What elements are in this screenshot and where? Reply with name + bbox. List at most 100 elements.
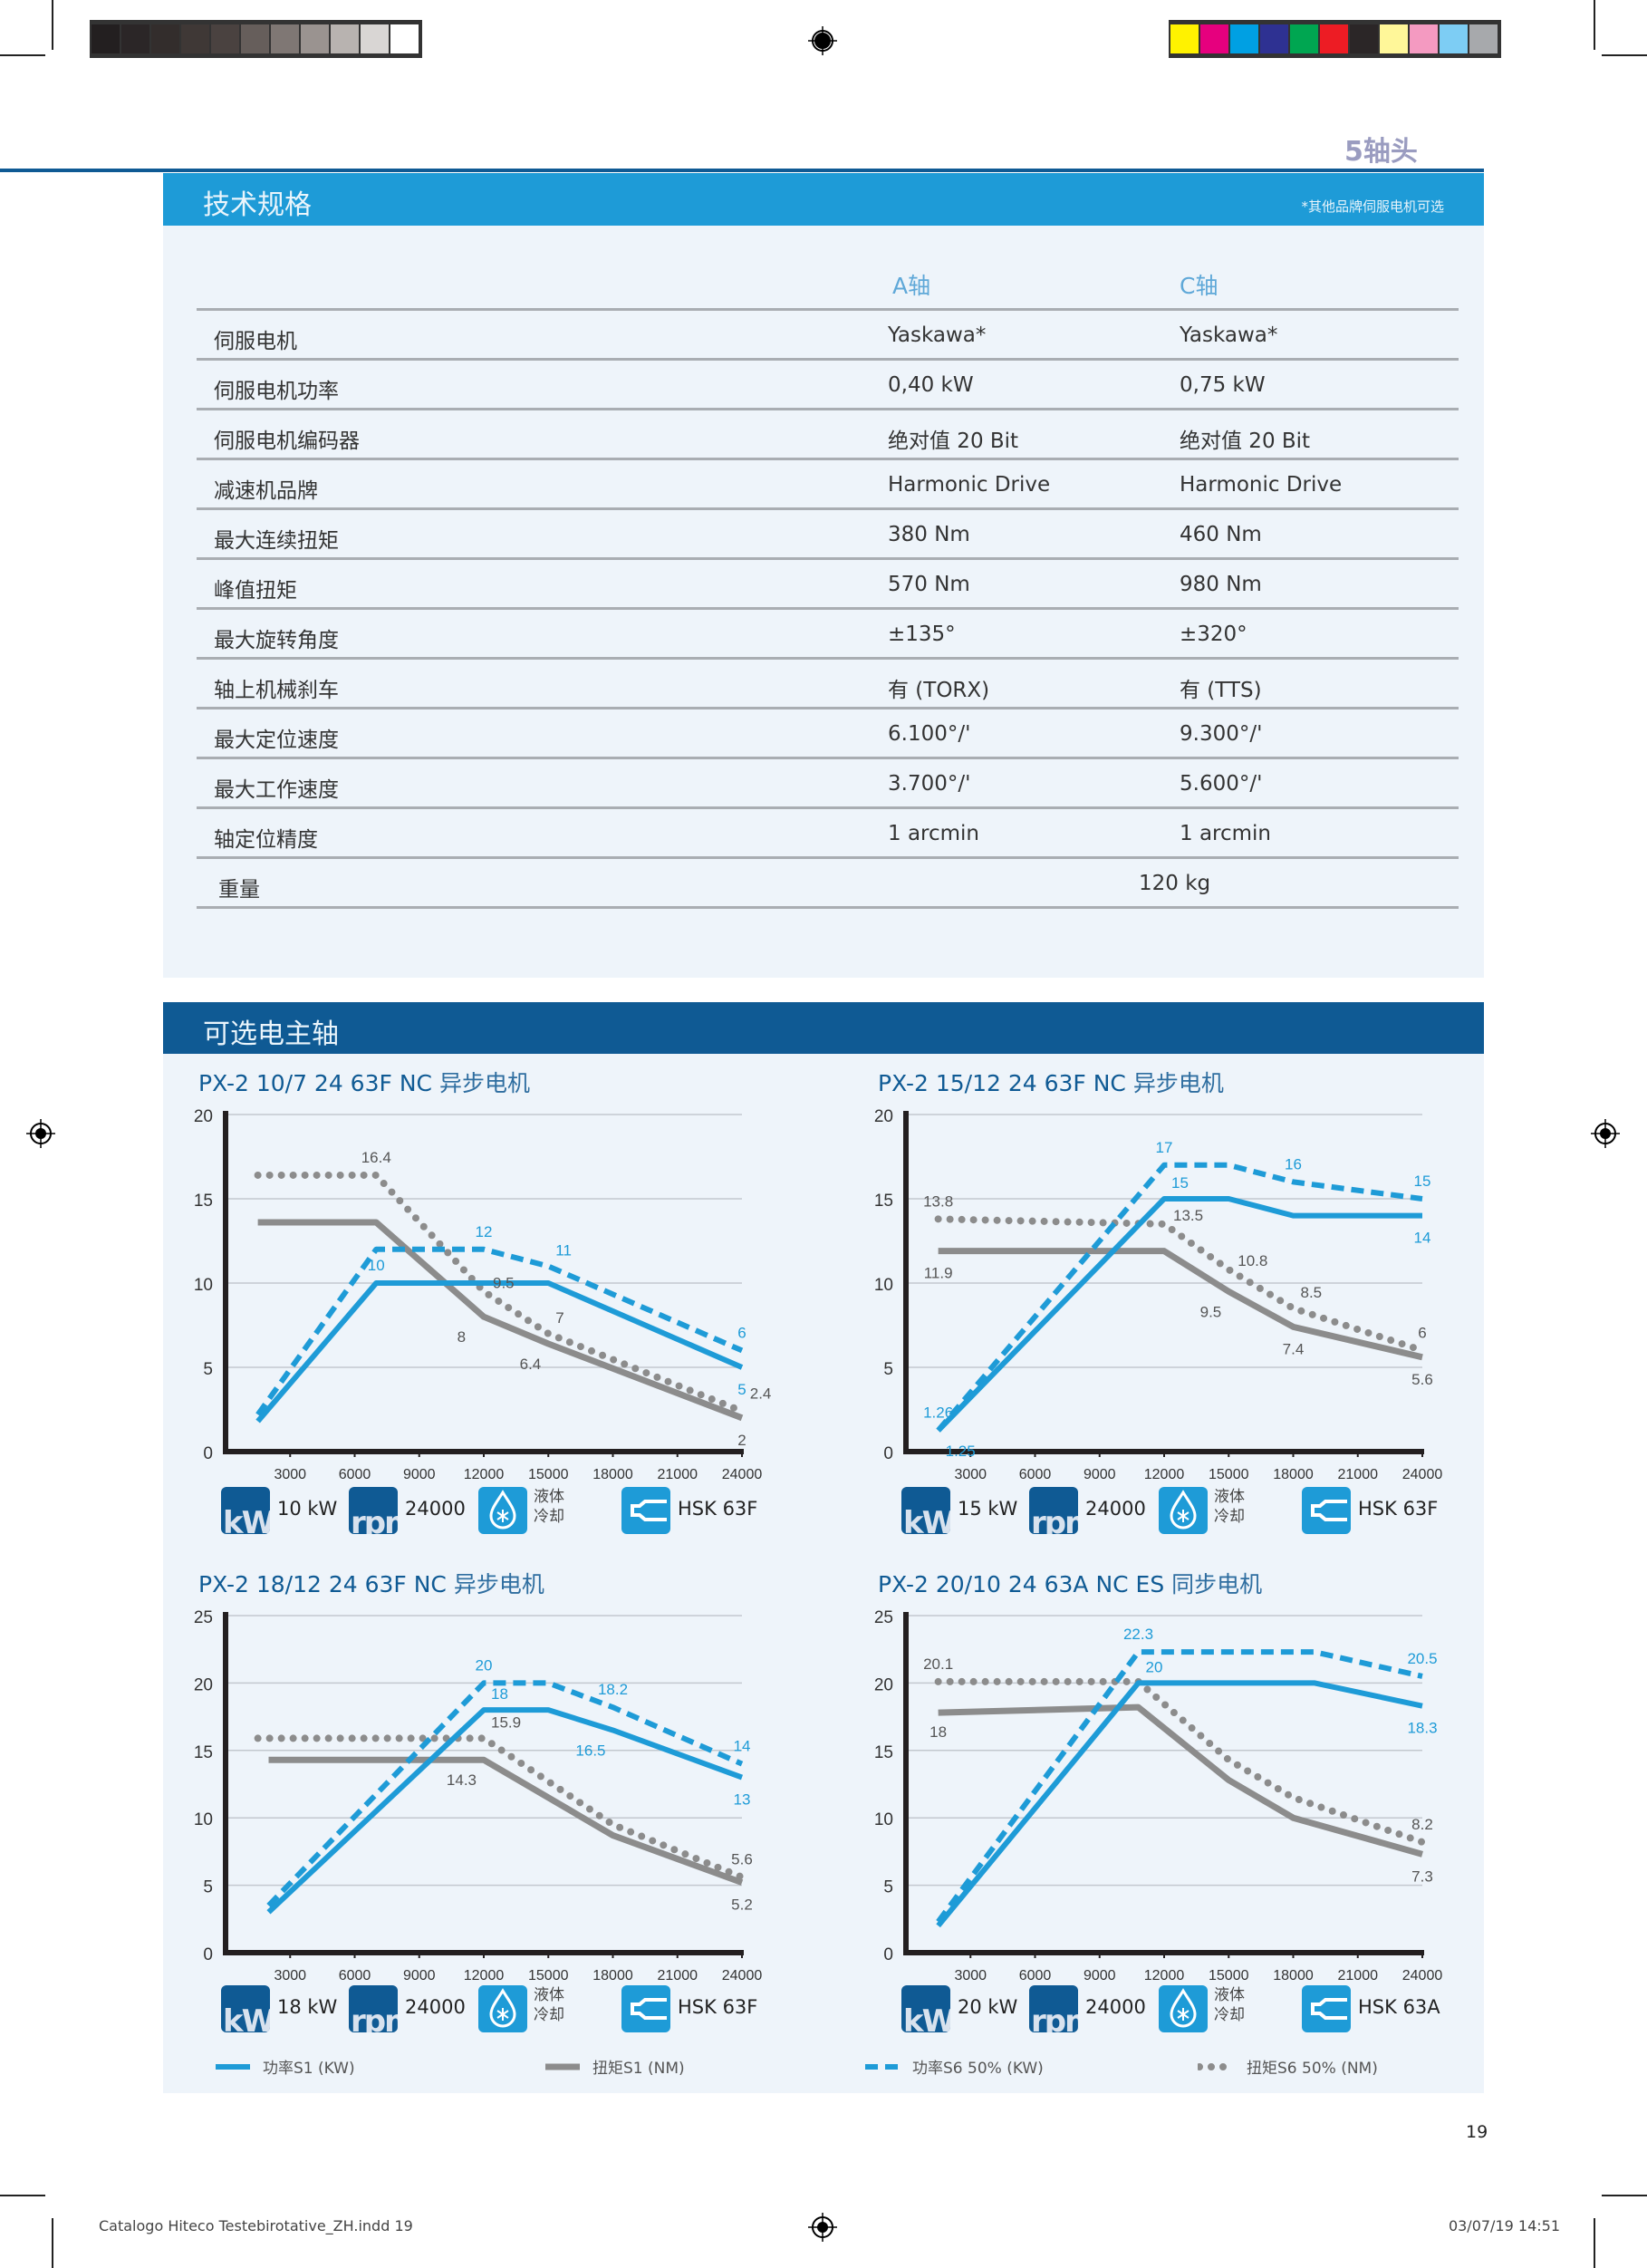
data-label: 17 bbox=[1156, 1139, 1173, 1156]
spec-value-a: Harmonic Drive bbox=[888, 473, 1051, 497]
rpm-glyph: rpm bbox=[1031, 2003, 1078, 2032]
legend-label: 扭矩S6 50% (NM) bbox=[1247, 2060, 1378, 2078]
y-tick-label: 0 bbox=[203, 1444, 213, 1463]
x-tick-label: 9000 bbox=[1084, 1968, 1116, 1983]
rpm-icon: rpm bbox=[349, 1985, 398, 2032]
data-label: 11.9 bbox=[924, 1265, 953, 1282]
data-label: 15 bbox=[1171, 1174, 1189, 1192]
rpm-value: 24000 bbox=[1085, 1996, 1146, 2018]
spec-value-weight: 120 kg bbox=[1139, 872, 1211, 895]
color-swatch bbox=[1290, 24, 1320, 53]
spec-value-a: ±135° bbox=[888, 622, 956, 646]
data-label: 13 bbox=[734, 1791, 751, 1809]
column-header-a: A轴 bbox=[892, 273, 931, 299]
spec-value-c: 9.300°/' bbox=[1180, 722, 1263, 746]
spindles-title: 可选电主轴 bbox=[203, 1018, 339, 1050]
spec-value-a: 1 arcmin bbox=[888, 822, 980, 845]
y-tick-label: 0 bbox=[883, 1444, 893, 1463]
color-swatch bbox=[331, 24, 361, 53]
data-label: 2.4 bbox=[750, 1385, 772, 1402]
y-tick-label: 25 bbox=[874, 1608, 893, 1627]
chart-svg: 0 5 10 15 20 3000 6000 9000 12000 15000 18000 21000… bbox=[874, 1107, 1442, 1482]
legend-swatch bbox=[545, 2063, 580, 2070]
spec-value-c: 绝对值 20 Bit bbox=[1180, 429, 1311, 453]
color-swatch bbox=[1230, 24, 1260, 53]
x-tick-label: 15000 bbox=[1209, 1968, 1249, 1983]
spec-label: 重量 bbox=[218, 878, 260, 902]
data-label: 12 bbox=[476, 1223, 493, 1240]
spec-label: 轴上机械刹车 bbox=[214, 679, 339, 702]
x-tick-label: 18000 bbox=[1273, 1467, 1314, 1482]
color-swatch bbox=[181, 24, 211, 53]
x-tick-label: 3000 bbox=[274, 1467, 306, 1482]
data-label: 14 bbox=[734, 1738, 751, 1755]
crop-mark bbox=[1594, 2218, 1595, 2268]
data-label: 11 bbox=[555, 1241, 572, 1259]
data-label: 5.2 bbox=[731, 1896, 753, 1914]
data-label: 15 bbox=[1414, 1173, 1431, 1190]
color-swatch bbox=[1200, 24, 1230, 53]
chart-title: PX-2 20/10 24 63A NC ES 同步电机 bbox=[878, 1567, 1262, 1599]
x-tick-label: 3000 bbox=[954, 1467, 987, 1482]
y-tick-label: 15 bbox=[194, 1743, 213, 1762]
registration-mark-icon bbox=[808, 2213, 837, 2242]
data-label: 5 bbox=[737, 1381, 746, 1398]
tool-value: HSK 63F bbox=[678, 1498, 758, 1520]
legend-swatch bbox=[1198, 2062, 1236, 2070]
color-swatch bbox=[121, 24, 151, 53]
kw-glyph: kW bbox=[223, 2003, 270, 2032]
y-tick-label: 20 bbox=[874, 1107, 893, 1126]
power-value: 15 kW bbox=[958, 1498, 1018, 1520]
power-value: 20 kW bbox=[958, 1996, 1018, 2018]
x-tick-label: 15000 bbox=[1209, 1467, 1249, 1482]
series-line-torque_s6 bbox=[934, 1215, 1426, 1355]
crop-mark bbox=[1594, 0, 1595, 50]
chart-title-model: PX-2 18/12 24 63F NC bbox=[198, 1571, 447, 1597]
y-tick-label: 0 bbox=[203, 1945, 213, 1964]
x-tick-label: 15000 bbox=[528, 1968, 569, 1983]
color-swatch bbox=[1410, 24, 1440, 53]
spec-label: 减速机品牌 bbox=[214, 479, 318, 503]
series-line-torque_s6 bbox=[934, 1677, 1426, 1846]
spec-row: 峰值扭矩 570 Nm 980 Nm bbox=[197, 560, 1459, 610]
x-tick-label: 9000 bbox=[403, 1467, 436, 1482]
series-line-torque_s1 bbox=[938, 1703, 1423, 1858]
y-tick-label: 20 bbox=[194, 1107, 213, 1126]
spec-row: 减速机品牌 Harmonic Drive Harmonic Drive bbox=[197, 460, 1459, 510]
rpm-value: 24000 bbox=[405, 1996, 466, 2018]
spec-row: 伺服电机功率 0,40 kW 0,75 kW bbox=[197, 361, 1459, 410]
kw-icon: kW bbox=[901, 1985, 950, 2032]
series-line-torque_s1 bbox=[938, 1248, 1423, 1361]
data-label: 18 bbox=[491, 1685, 508, 1703]
cooling-line: 液体 bbox=[1214, 1488, 1245, 1506]
spec-value-a: 570 Nm bbox=[888, 573, 970, 596]
y-tick-label: 0 bbox=[883, 1945, 893, 1964]
spec-value-a: 有 (TORX) bbox=[888, 679, 990, 702]
registration-mark-icon bbox=[808, 26, 837, 55]
color-swatch bbox=[241, 24, 271, 53]
color-swatch bbox=[1320, 24, 1350, 53]
cmyk-color-bar bbox=[1169, 20, 1501, 58]
spec-value-a: 0,40 kW bbox=[888, 373, 974, 397]
data-label: 1.26 bbox=[923, 1404, 953, 1422]
data-label: 13.5 bbox=[1173, 1207, 1203, 1224]
spec-label: 伺服电机功率 bbox=[214, 380, 339, 403]
data-label: 9.5 bbox=[493, 1274, 515, 1291]
color-swatch bbox=[390, 24, 420, 53]
section-topic: 5轴头 bbox=[1344, 136, 1418, 168]
data-label: 6.4 bbox=[520, 1356, 542, 1373]
gray-color-bar bbox=[90, 20, 422, 58]
column-header-c: C轴 bbox=[1180, 273, 1218, 299]
cooling-label: 液体 冷却 bbox=[1214, 1487, 1245, 1527]
legend-swatch bbox=[216, 2063, 250, 2070]
series-line-power_s6 bbox=[255, 1246, 744, 1416]
color-swatch bbox=[301, 24, 331, 53]
spec-label: 最大定位速度 bbox=[214, 729, 339, 752]
spec-row: 最大定位速度 6.100°/' 9.300°/' bbox=[197, 709, 1459, 759]
series-line-power_s6 bbox=[936, 1162, 1423, 1433]
y-tick-label: 10 bbox=[194, 1810, 213, 1829]
x-tick-label: 12000 bbox=[464, 1968, 505, 1983]
spec-value-c: 有 (TTS) bbox=[1180, 679, 1262, 702]
tool-holder-icon bbox=[1302, 1985, 1351, 2032]
